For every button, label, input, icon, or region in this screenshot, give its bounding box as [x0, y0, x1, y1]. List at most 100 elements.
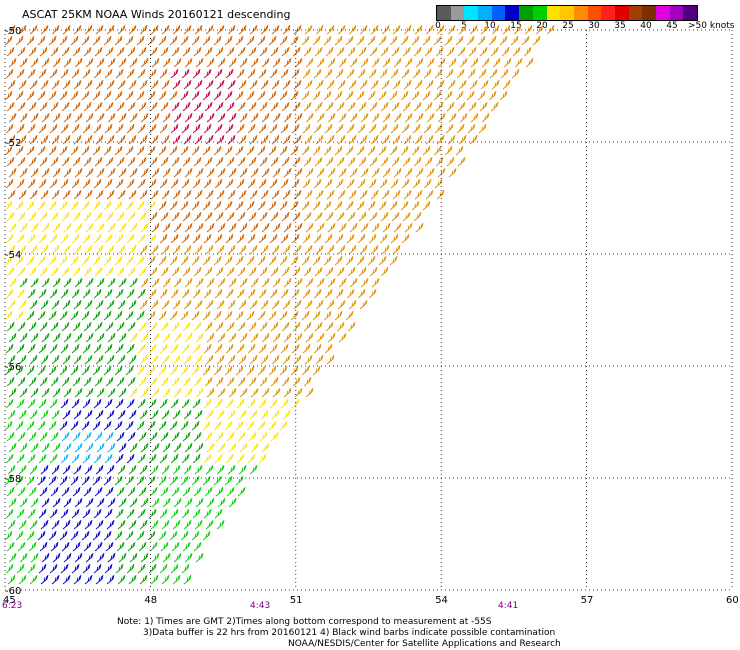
wind-barb	[173, 497, 182, 508]
wind-barb	[159, 233, 168, 244]
wind-barb	[19, 277, 28, 288]
wind-barb	[226, 46, 235, 57]
wind-barb	[259, 266, 268, 277]
wind-barb	[148, 453, 157, 464]
wind-barb	[103, 530, 112, 541]
wind-barb	[270, 211, 279, 222]
wind-barb	[82, 563, 91, 574]
wind-barb	[283, 332, 292, 343]
wind-barb	[260, 134, 269, 145]
wind-barb	[359, 244, 368, 255]
wind-barb	[6, 431, 15, 442]
wind-barb	[227, 354, 236, 365]
wind-barb	[5, 123, 14, 134]
wind-barb	[30, 167, 39, 178]
wind-barb	[261, 332, 270, 343]
wind-barb	[161, 189, 170, 200]
wind-barb	[18, 299, 27, 310]
wind-barb	[52, 222, 61, 233]
wind-barb	[160, 46, 169, 57]
wind-barb	[60, 288, 69, 299]
wind-barb	[60, 508, 69, 519]
wind-barb	[239, 167, 248, 178]
wind-barb	[93, 178, 102, 189]
wind-barb	[381, 24, 390, 35]
wind-barb	[93, 563, 102, 574]
wind-barb	[248, 156, 257, 167]
wind-barb	[27, 343, 36, 354]
wind-barb	[217, 497, 226, 508]
wind-barb	[161, 409, 170, 420]
wind-barb	[62, 299, 71, 310]
wind-barb	[279, 420, 288, 431]
wind-barb	[202, 90, 211, 101]
wind-barb	[249, 79, 258, 90]
wind-barb	[139, 189, 148, 200]
wind-barb	[159, 343, 168, 354]
wind-barb	[315, 134, 324, 145]
wind-barb	[250, 442, 259, 453]
wind-barb	[291, 288, 300, 299]
wind-barb	[324, 178, 333, 189]
wind-barb	[195, 332, 204, 343]
wind-barb	[29, 299, 38, 310]
wind-barb	[412, 178, 421, 189]
wind-barb	[502, 79, 511, 90]
wind-barb	[183, 134, 192, 145]
wind-barb	[17, 486, 26, 497]
wind-barb	[52, 332, 61, 343]
wind-barb	[348, 299, 357, 310]
wind-barb	[103, 200, 112, 211]
colorbar-tick-label: 15	[510, 21, 522, 31]
wind-barb	[74, 57, 83, 68]
wind-barb	[171, 321, 180, 332]
wind-barb	[61, 431, 70, 442]
wind-barb	[326, 244, 335, 255]
wind-barb	[205, 24, 214, 35]
wind-barb	[202, 365, 211, 376]
wind-barb	[225, 343, 234, 354]
wind-barb	[237, 266, 246, 277]
wind-barb	[30, 442, 39, 453]
wind-barb	[30, 57, 39, 68]
colorbar-cell	[614, 6, 629, 20]
wind-barb	[269, 123, 278, 134]
wind-barb	[268, 200, 277, 211]
wind-barb	[172, 244, 181, 255]
wind-barb	[41, 387, 50, 398]
lon-label: 45	[3, 595, 16, 606]
wind-barb	[193, 431, 202, 442]
wind-barb	[138, 431, 147, 442]
wind-barb	[51, 244, 60, 255]
wind-barb	[115, 123, 124, 134]
wind-barb	[415, 167, 424, 178]
wind-barb	[85, 387, 94, 398]
wind-barb	[226, 321, 235, 332]
wind-barb	[334, 200, 343, 211]
wind-barb	[292, 376, 301, 387]
wind-barb	[51, 354, 60, 365]
colorbar-unit-label: >50 knots	[688, 21, 735, 31]
wind-barb	[227, 134, 236, 145]
wind-barb	[138, 46, 147, 57]
wind-barb	[358, 266, 367, 277]
wind-barb	[216, 464, 225, 475]
wind-barb	[128, 244, 137, 255]
wind-barb	[161, 24, 170, 35]
wind-barb	[257, 420, 266, 431]
wind-barb	[16, 68, 25, 79]
wind-barb	[29, 519, 38, 530]
wind-barb	[28, 46, 37, 57]
wind-barb	[92, 365, 101, 376]
wind-barb	[280, 343, 289, 354]
wind-barb	[138, 376, 147, 387]
wind-barb	[293, 189, 302, 200]
wind-barb	[18, 24, 27, 35]
wind-barb	[138, 266, 147, 277]
wind-barb	[114, 200, 123, 211]
wind-barb	[27, 178, 36, 189]
wind-barb	[51, 464, 60, 475]
wind-barb	[481, 112, 490, 123]
wind-barb	[216, 354, 225, 365]
wind-barb	[228, 442, 237, 453]
